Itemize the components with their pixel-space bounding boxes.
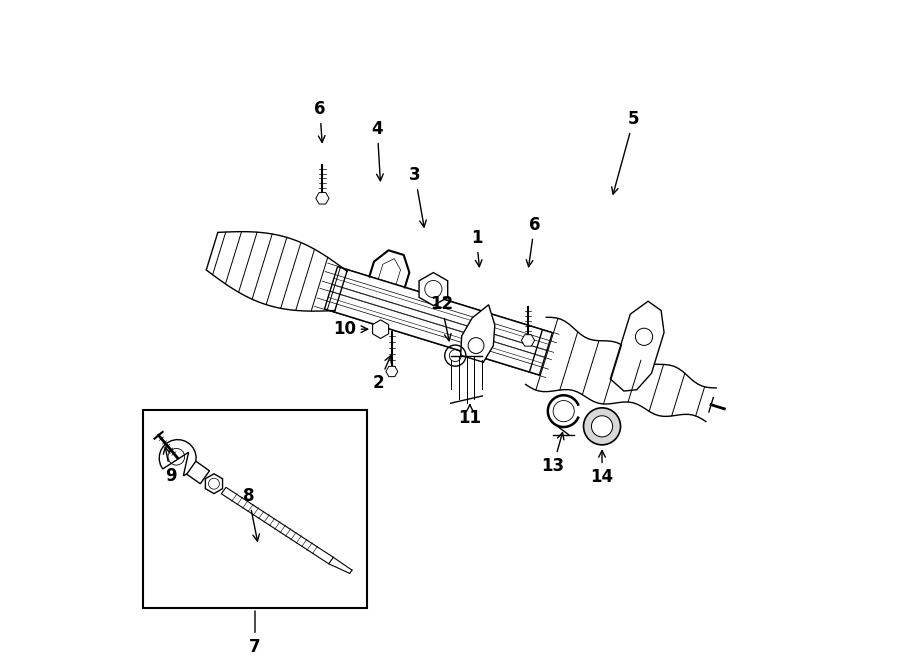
Text: 4: 4	[372, 120, 383, 180]
Polygon shape	[221, 487, 333, 564]
Text: 2: 2	[373, 356, 392, 393]
Text: 6: 6	[314, 100, 326, 142]
Text: 12: 12	[430, 295, 453, 341]
Polygon shape	[325, 266, 553, 375]
Polygon shape	[316, 192, 329, 204]
Text: 14: 14	[590, 451, 614, 486]
Text: 3: 3	[410, 166, 427, 227]
Polygon shape	[521, 334, 535, 346]
Circle shape	[583, 408, 620, 445]
Polygon shape	[206, 231, 347, 311]
Text: 1: 1	[471, 229, 482, 266]
Text: 7: 7	[249, 611, 261, 656]
Text: 11: 11	[458, 405, 482, 427]
Bar	[142, 410, 367, 608]
Polygon shape	[205, 474, 222, 494]
Text: 10: 10	[333, 320, 368, 338]
Text: 5: 5	[612, 110, 640, 194]
Text: 6: 6	[526, 215, 540, 267]
Polygon shape	[610, 301, 664, 391]
Text: 8: 8	[243, 486, 259, 541]
Polygon shape	[159, 440, 196, 476]
Polygon shape	[526, 317, 716, 422]
Polygon shape	[419, 272, 447, 305]
Polygon shape	[461, 305, 495, 362]
Text: 13: 13	[542, 432, 564, 475]
Circle shape	[591, 416, 613, 437]
Polygon shape	[386, 366, 398, 377]
Text: 9: 9	[163, 447, 177, 485]
Polygon shape	[186, 461, 210, 484]
Polygon shape	[373, 320, 389, 338]
